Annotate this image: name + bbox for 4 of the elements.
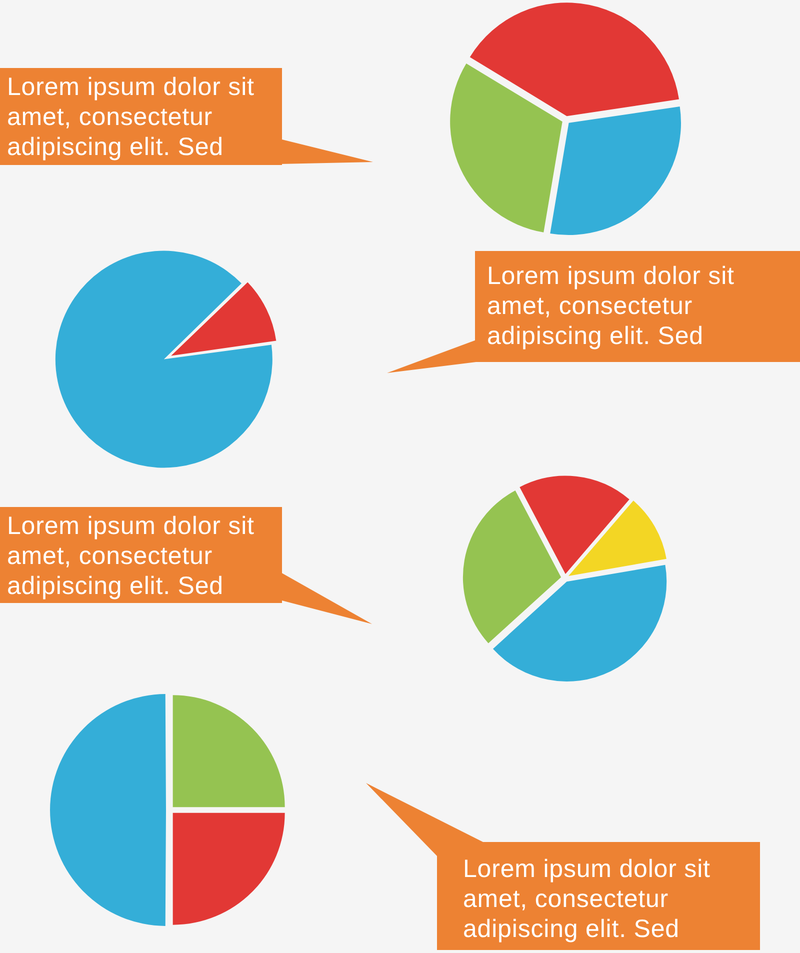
text: Lorem ipsum dolor sit amet, consectetur adipiscing elit. Sed (7, 72, 256, 162)
text: Lorem ipsum dolor sit amet, consectetur adipiscing elit. Sed (7, 511, 256, 601)
text: Lorem ipsum dolor sit amet, consectetur adipiscing elit. Sed (487, 261, 736, 351)
text: Lorem ipsum dolor sit amet, consectetur adipiscing elit. Sed (463, 854, 712, 944)
